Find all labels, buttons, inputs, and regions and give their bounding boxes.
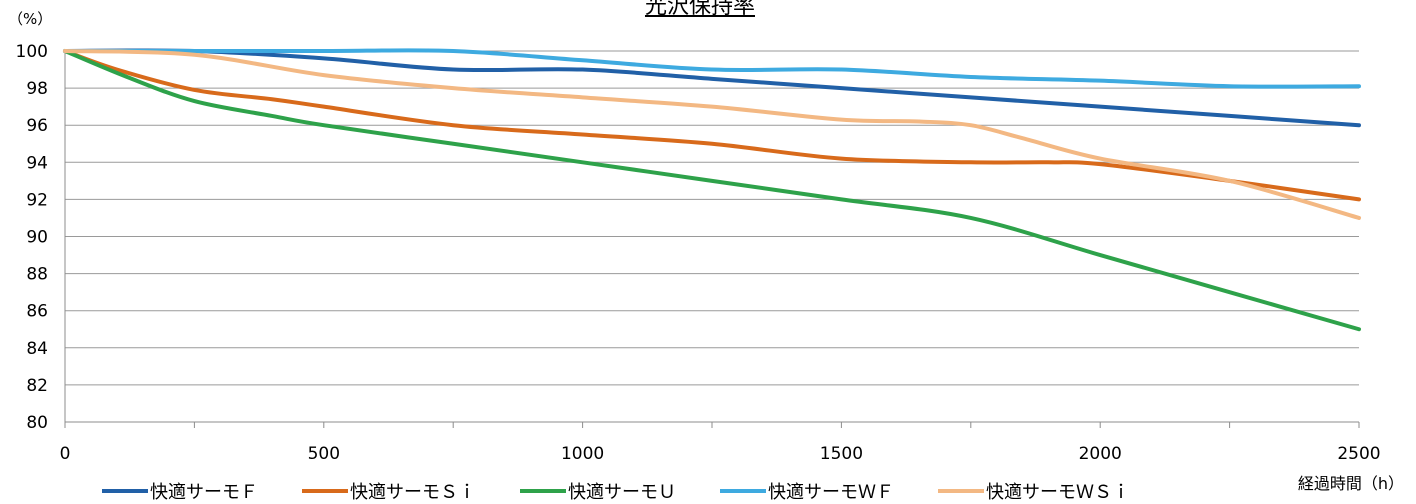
- legend-label: 快適サーモＵ: [568, 482, 676, 503]
- legend-swatch: [720, 489, 766, 493]
- series-lines: [63, 48, 1361, 332]
- y-tick-label: 86: [26, 302, 48, 322]
- legend-label: 快適サーモＳｉ: [350, 482, 476, 503]
- legend-item: 快適サーモＵ: [520, 478, 676, 504]
- legend-label: 快適サーモＦ: [150, 482, 258, 503]
- series-line: [63, 49, 1361, 202]
- y-tick-label: 80: [26, 413, 48, 433]
- y-tick-label: 96: [26, 116, 48, 136]
- x-tick-label: 1500: [820, 444, 863, 464]
- chart-title: 光沢保持率: [644, 0, 755, 19]
- series-line: [63, 49, 1361, 332]
- x-axis-label: 経過時間（h）: [1297, 474, 1404, 493]
- legend-item: 快適サーモＦ: [102, 478, 258, 504]
- x-tick-labels: 0 500 1000 1500 2000 2500: [60, 444, 1381, 464]
- x-tick-label: 2000: [1079, 444, 1122, 464]
- legend-item: 快適サーモＳｉ: [302, 478, 476, 504]
- y-tick-label: 100: [16, 42, 48, 62]
- series-line: [63, 49, 1361, 220]
- y-tick-label: 84: [26, 339, 48, 359]
- legend-label: 快適サーモＷＦ: [768, 482, 894, 503]
- y-tick-label: 94: [26, 153, 48, 173]
- legend-item: 快適サーモＷＦ: [720, 478, 894, 504]
- y-tick-label: 92: [26, 190, 48, 210]
- legend-label: 快適サーモＷＳｉ: [986, 482, 1130, 503]
- legend-swatch: [520, 489, 566, 493]
- y-tick-labels: 80 82 84 86 88 90 92 94 96 98 100: [16, 42, 48, 433]
- x-tick-label: 500: [308, 444, 340, 464]
- series-line: [63, 48, 1361, 128]
- x-tick-label: 2500: [1337, 444, 1380, 464]
- grid-lines: [65, 50, 1359, 386]
- legend-swatch: [938, 489, 984, 493]
- legend-item: 快適サーモＷＳｉ: [938, 478, 1130, 504]
- x-tick-label: 1000: [561, 444, 604, 464]
- y-tick-label: 90: [26, 228, 48, 248]
- legend: 快適サーモＦ 快適サーモＳｉ 快適サーモＵ 快適サーモＷＦ 快適サーモＷＳｉ: [102, 478, 1174, 504]
- legend-swatch: [102, 489, 148, 493]
- x-tick-label: 0: [60, 444, 71, 464]
- axes: [64, 51, 1360, 428]
- y-tick-label: 82: [26, 376, 48, 396]
- y-tick-label: 88: [26, 265, 48, 285]
- y-axis-unit: （%）: [8, 10, 53, 28]
- series-line: [63, 48, 1361, 89]
- legend-swatch: [302, 489, 348, 493]
- y-tick-label: 98: [26, 79, 48, 99]
